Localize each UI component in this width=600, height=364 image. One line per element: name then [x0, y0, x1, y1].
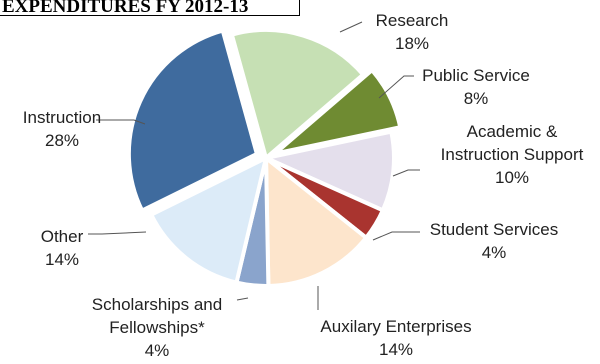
pie-slice	[264, 156, 369, 288]
pie-slice	[149, 156, 268, 285]
chart-title: EXPENDITURES FY 2012-13	[0, 0, 300, 16]
pie-slice	[229, 28, 366, 160]
slice-label: Student Services 4%	[430, 220, 559, 262]
leader-line	[96, 119, 146, 125]
leader-line	[372, 231, 420, 241]
slice-label: Scholarships and Fellowships* 4%	[92, 295, 222, 360]
leader-line	[236, 297, 249, 301]
slice-label: Research 18%	[376, 11, 449, 53]
leader-line	[88, 231, 147, 235]
pie-slice	[126, 28, 259, 213]
slice-label: Instruction 28%	[23, 108, 101, 150]
leader-line	[378, 75, 414, 99]
pie-slice	[272, 68, 403, 156]
slice-label: Auxilary Enterprises 14%	[320, 317, 471, 359]
slice-label: Public Service 8%	[422, 66, 530, 108]
leader-line	[392, 169, 420, 177]
slice-label: Other 14%	[41, 227, 84, 269]
leader-line	[339, 21, 363, 33]
slice-label: Academic & Instruction Support 10%	[441, 122, 584, 187]
